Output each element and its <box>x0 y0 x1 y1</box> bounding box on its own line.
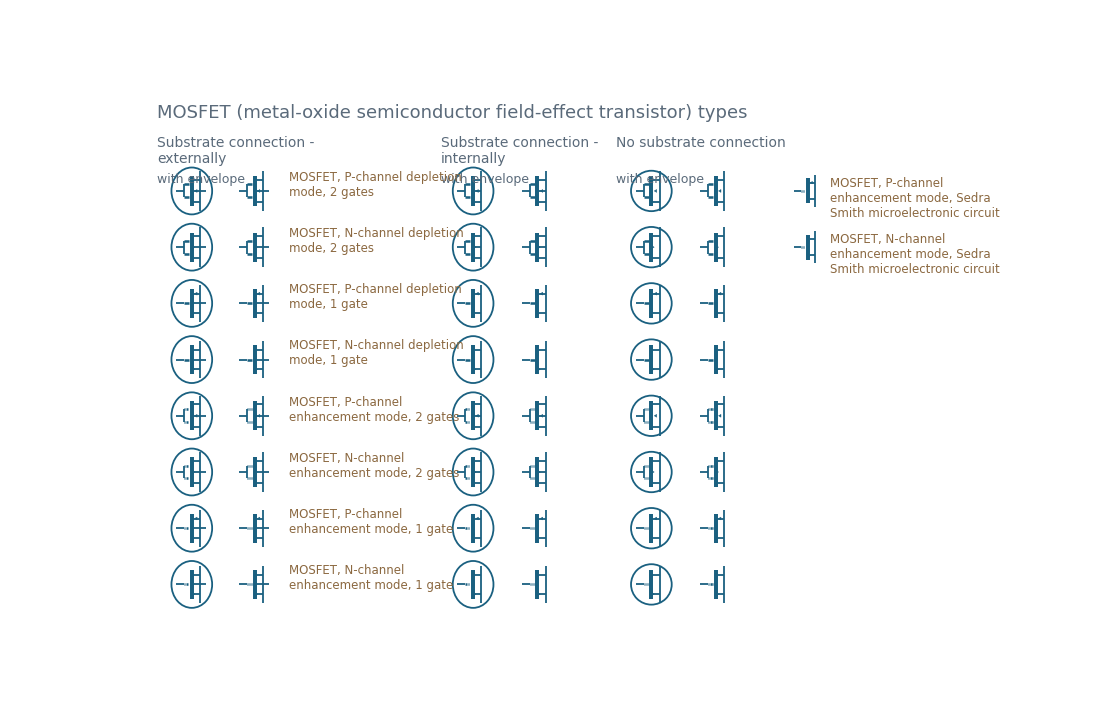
Polygon shape <box>718 517 721 520</box>
Polygon shape <box>192 471 195 473</box>
Text: MOSFET, P-channel depletion
mode, 2 gates: MOSFET, P-channel depletion mode, 2 gate… <box>289 171 461 199</box>
Polygon shape <box>651 592 655 595</box>
Text: MOSFET, P-channel
enhancement mode, Sedra
Smith microelectronic circuit: MOSFET, P-channel enhancement mode, Sedr… <box>829 177 999 220</box>
Polygon shape <box>651 471 655 473</box>
Polygon shape <box>716 471 718 473</box>
Polygon shape <box>195 414 197 418</box>
Polygon shape <box>257 292 260 295</box>
Polygon shape <box>540 414 543 418</box>
Polygon shape <box>476 189 479 192</box>
Polygon shape <box>255 368 257 370</box>
Polygon shape <box>538 246 540 249</box>
Polygon shape <box>808 254 810 257</box>
Polygon shape <box>476 517 479 520</box>
Polygon shape <box>651 368 655 370</box>
Polygon shape <box>716 368 718 370</box>
Polygon shape <box>476 292 479 295</box>
Text: MOSFET, P-channel depletion
mode, 1 gate: MOSFET, P-channel depletion mode, 1 gate <box>289 283 461 311</box>
Text: with envelope: with envelope <box>441 173 528 186</box>
Text: with envelope: with envelope <box>157 173 245 186</box>
Polygon shape <box>716 592 718 595</box>
Text: MOSFET, P-channel
enhancement mode, 1 gate: MOSFET, P-channel enhancement mode, 1 ga… <box>289 508 453 536</box>
Polygon shape <box>540 189 543 192</box>
Polygon shape <box>540 517 543 520</box>
Polygon shape <box>473 246 476 249</box>
Polygon shape <box>257 189 260 192</box>
Polygon shape <box>655 414 657 418</box>
Polygon shape <box>718 189 721 192</box>
Polygon shape <box>473 592 476 595</box>
Polygon shape <box>651 246 655 249</box>
Polygon shape <box>195 189 197 192</box>
Polygon shape <box>473 471 476 473</box>
Text: MOSFET, N-channel depletion
mode, 1 gate: MOSFET, N-channel depletion mode, 1 gate <box>289 339 463 368</box>
Polygon shape <box>810 181 812 184</box>
Text: MOSFET (metal-oxide semiconductor field-effect transistor) types: MOSFET (metal-oxide semiconductor field-… <box>157 104 747 122</box>
Text: MOSFET, P-channel
enhancement mode, 2 gates: MOSFET, P-channel enhancement mode, 2 ga… <box>289 396 459 423</box>
Polygon shape <box>473 368 476 370</box>
Polygon shape <box>540 292 543 295</box>
Text: MOSFET, N-channel
enhancement mode, 2 gates: MOSFET, N-channel enhancement mode, 2 ga… <box>289 452 459 480</box>
Text: Substrate connection -
internally: Substrate connection - internally <box>441 136 598 166</box>
Polygon shape <box>716 246 718 249</box>
Text: Substrate connection -
externally: Substrate connection - externally <box>157 136 314 166</box>
Polygon shape <box>257 414 260 418</box>
Polygon shape <box>655 292 657 295</box>
Text: No substrate connection: No substrate connection <box>617 136 787 149</box>
Polygon shape <box>718 414 721 418</box>
Polygon shape <box>538 368 540 370</box>
Polygon shape <box>255 471 257 473</box>
Polygon shape <box>192 592 195 595</box>
Text: MOSFET, N-channel depletion
mode, 2 gates: MOSFET, N-channel depletion mode, 2 gate… <box>289 227 463 255</box>
Polygon shape <box>476 414 479 418</box>
Polygon shape <box>257 517 260 520</box>
Polygon shape <box>538 471 540 473</box>
Polygon shape <box>655 189 657 192</box>
Text: MOSFET, N-channel
enhancement mode, 1 gate: MOSFET, N-channel enhancement mode, 1 ga… <box>289 564 453 592</box>
Polygon shape <box>195 517 197 520</box>
Polygon shape <box>718 292 721 295</box>
Polygon shape <box>192 246 195 249</box>
Polygon shape <box>255 592 257 595</box>
Text: with envelope: with envelope <box>617 173 705 186</box>
Text: MOSFET, N-channel
enhancement mode, Sedra
Smith microelectronic circuit: MOSFET, N-channel enhancement mode, Sedr… <box>829 233 999 276</box>
Polygon shape <box>255 246 257 249</box>
Polygon shape <box>538 592 540 595</box>
Polygon shape <box>195 292 197 295</box>
Polygon shape <box>655 517 657 520</box>
Polygon shape <box>192 368 195 370</box>
